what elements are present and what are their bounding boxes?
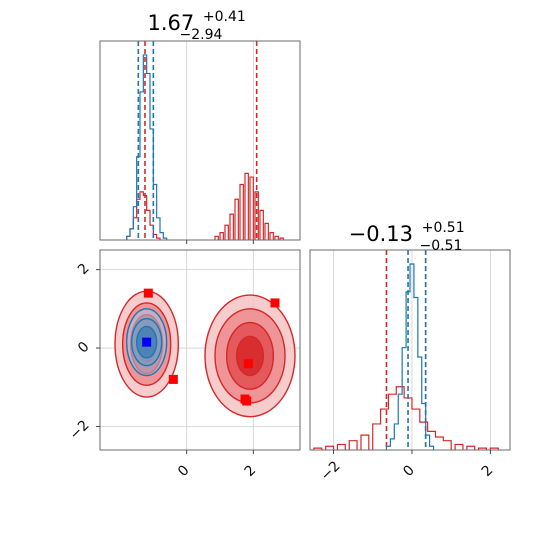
bottom-left-marker: [168, 374, 178, 384]
bottom-right-histogram-series: [313, 386, 499, 450]
bottom-left-y-tick-label: 2: [75, 260, 93, 278]
bottom-left-marker: [270, 298, 280, 308]
bottom-left-marker: [142, 337, 152, 347]
bottom-left-marker: [143, 288, 153, 298]
bottom-right-x-tick-label: −2: [318, 458, 344, 484]
bottom-right-title-upper: +0.51: [422, 220, 465, 236]
bottom-right-title-value: −0.13: [349, 222, 413, 246]
top-left-title-value: 1.67: [147, 11, 194, 35]
bottom-right-x-tick-label: 0: [400, 462, 418, 480]
bottom-right-frame: [309, 249, 511, 451]
bottom-left-y-tick-label: −2: [67, 417, 93, 443]
top-left-histogram-series: [126, 54, 168, 240]
top-left-histogram-series: [126, 172, 284, 240]
bottom-right-x-tick-label: 2: [479, 462, 497, 480]
bottom-right-histogram-panel: −2 0 2: [309, 249, 511, 484]
bottom-right-title-lower: −0.51: [420, 238, 463, 254]
bottom-left-x-tick-label: 2: [242, 462, 260, 480]
top-left-title: 1.67 +0.41 −2.94: [147, 2, 252, 43]
top-left-title-upper: +0.41: [203, 9, 246, 25]
bottom-left-contour-panel: 0 2 2 0 −2: [67, 249, 301, 480]
bottom-left-x-tick-label: 0: [175, 462, 193, 480]
top-left-frame: [99, 40, 301, 241]
bottom-left-marker: [242, 396, 252, 406]
bottom-left-marker: [243, 359, 253, 369]
bottom-right-title: −0.13 +0.51 −0.51: [349, 213, 472, 254]
top-left-title-lower: −2.94: [180, 27, 223, 43]
bottom-left-contour-level: [235, 335, 265, 377]
bottom-left-y-tick-label: 0: [75, 339, 93, 357]
bottom-left-frame: [99, 249, 301, 451]
top-left-histogram-panel: [99, 40, 301, 244]
